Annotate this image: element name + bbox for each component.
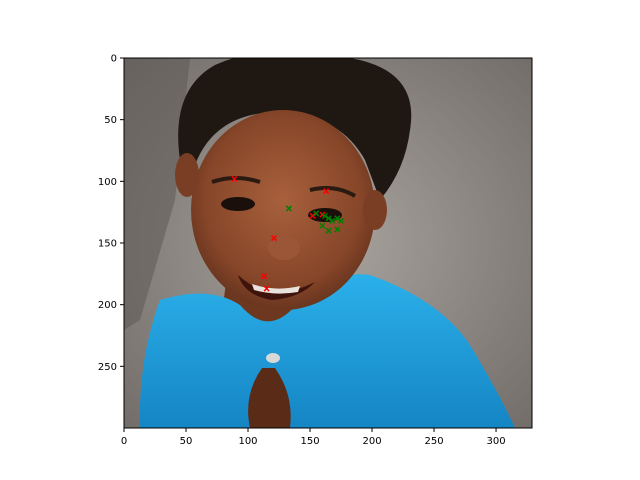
marker-series1-point5 — [334, 215, 341, 222]
y-tick-label: 100 — [98, 177, 117, 188]
y-tick-label: 0 — [111, 54, 117, 65]
wall-shadow — [124, 58, 190, 330]
x-tick-label: 100 — [238, 436, 257, 447]
marker-series1-point6 — [337, 217, 345, 224]
y-tick-label: 200 — [98, 300, 117, 311]
marker-series1-point3 — [325, 215, 332, 222]
marker-series1-point9 — [334, 226, 341, 233]
scatter-markers — [231, 175, 345, 292]
marker-series0-point1 — [323, 188, 330, 195]
x-tick-label: 150 — [300, 436, 319, 447]
marker-series1-point2 — [321, 212, 328, 219]
face — [191, 110, 375, 310]
marker-series1-point7 — [319, 222, 326, 229]
x-tick-label: 250 — [424, 436, 443, 447]
y-axis: 0 50 100 150 200 250 — [98, 54, 124, 373]
shirt-button — [266, 353, 280, 363]
marker-series0-point3 — [309, 212, 316, 219]
x-tick-label: 50 — [180, 436, 193, 447]
marker-series0-point6 — [263, 285, 270, 292]
ear-right — [363, 190, 387, 230]
x-tick-label: 0 — [121, 436, 127, 447]
background-photo — [124, 58, 532, 428]
mouth — [238, 275, 315, 300]
y-tick-label: 250 — [98, 362, 117, 373]
shirt-keyhole — [248, 368, 291, 428]
eye-left — [221, 197, 255, 211]
ear-left — [175, 153, 199, 197]
marker-series1-point8 — [325, 227, 332, 234]
marker-series0-point0 — [231, 175, 238, 182]
y-tick-label: 150 — [98, 239, 117, 250]
x-axis: 0 50 100 150 200 250 300 — [121, 428, 506, 447]
marker-series1-point0 — [285, 205, 292, 212]
marker-series0-point4 — [271, 235, 278, 242]
hair — [178, 58, 412, 200]
x-tick-label: 200 — [362, 436, 381, 447]
nose — [268, 236, 300, 260]
x-tick-label: 300 — [486, 436, 505, 447]
marker-series1-point1 — [313, 210, 320, 217]
y-tick-label: 50 — [104, 115, 117, 126]
marker-series0-point5 — [261, 273, 268, 280]
teeth — [252, 284, 300, 294]
shirt — [139, 274, 516, 428]
brow-right — [309, 186, 357, 198]
marker-series1-point4 — [329, 217, 336, 224]
